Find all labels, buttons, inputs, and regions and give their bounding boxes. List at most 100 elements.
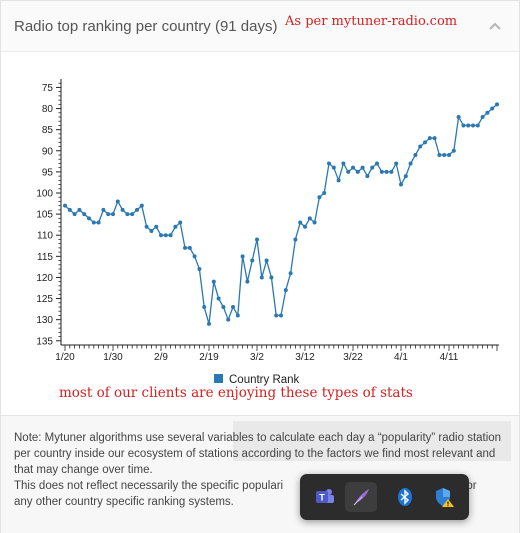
data-point <box>461 123 466 128</box>
data-point <box>375 161 379 166</box>
data-point <box>235 313 240 318</box>
data-point <box>149 229 154 233</box>
data-point <box>451 148 456 153</box>
data-point <box>135 207 139 212</box>
y-tick-label: 120 <box>36 273 53 284</box>
taskbar-flyout: T <box>300 474 469 520</box>
chart-annotation: most of our clients are enjoying these t… <box>59 385 413 401</box>
data-point <box>480 115 485 119</box>
data-point <box>322 191 327 195</box>
data-point <box>187 245 192 250</box>
data-point <box>221 305 226 309</box>
data-point <box>274 313 279 318</box>
data-point <box>259 275 264 280</box>
data-point <box>72 212 77 217</box>
feather-pen-icon[interactable] <box>345 482 377 512</box>
data-point <box>130 212 135 217</box>
x-tick-label: 2/19 <box>199 352 219 363</box>
data-point <box>389 169 394 174</box>
data-point <box>351 165 355 170</box>
data-point <box>423 140 427 145</box>
data-point <box>91 220 96 225</box>
data-point <box>226 317 231 322</box>
data-point <box>447 153 451 157</box>
data-point <box>144 224 149 229</box>
data-point <box>211 279 216 284</box>
data-point <box>317 195 322 200</box>
note-line-start: This does not reflect necessarily the sp… <box>14 480 284 492</box>
y-tick-label: 110 <box>37 231 53 242</box>
data-point <box>370 165 375 170</box>
data-point <box>475 123 480 128</box>
data-point <box>245 279 250 284</box>
data-point <box>139 203 144 208</box>
y-tick-label: 125 <box>36 294 53 305</box>
data-point <box>298 220 303 225</box>
data-point <box>437 153 442 157</box>
data-point <box>293 237 298 242</box>
x-tick-label: 1/20 <box>55 352 75 363</box>
data-point <box>240 254 245 259</box>
data-point <box>466 123 471 128</box>
data-point <box>327 161 331 166</box>
y-tick-label: 75 <box>42 83 54 94</box>
chart-area: 75 80 85 90 95 100 105 110 115 120 125 130 135 1/20 1/… <box>1 52 519 414</box>
y-tick-label: 95 <box>42 167 54 178</box>
data-point <box>384 169 389 174</box>
data-point <box>163 233 168 238</box>
teams-icon[interactable]: T <box>309 482 341 512</box>
data-point <box>115 199 120 204</box>
data-point <box>125 212 130 217</box>
bluetooth-icon[interactable] <box>389 482 421 512</box>
data-point <box>485 110 490 115</box>
svg-text:T: T <box>319 493 325 503</box>
data-point <box>216 296 221 301</box>
data-point <box>159 233 163 238</box>
y-tick-label: 135 <box>36 336 53 347</box>
data-point <box>67 207 72 212</box>
data-point <box>341 161 346 166</box>
card-header: Radio top ranking per country (91 days) … <box>1 1 519 52</box>
data-point <box>360 165 365 170</box>
data-point <box>106 212 111 217</box>
data-point <box>471 123 475 128</box>
security-warning-icon[interactable] <box>428 482 460 512</box>
y-tick-label: 115 <box>37 252 53 263</box>
data-point <box>456 115 461 119</box>
data-point <box>394 161 399 166</box>
data-point <box>331 165 336 170</box>
data-point <box>255 237 259 242</box>
chevron-up-icon[interactable] <box>488 21 502 31</box>
data-point <box>418 144 423 149</box>
x-tick-label: 2/9 <box>154 352 168 363</box>
data-point <box>101 207 106 212</box>
note-paragraph: Note: Mytuner algorithms use several var… <box>14 432 502 476</box>
data-point <box>231 305 235 309</box>
data-point <box>307 216 312 221</box>
data-point <box>202 305 207 309</box>
x-tick-label: 1/30 <box>103 352 123 363</box>
y-tick-label: 130 <box>36 315 53 326</box>
data-point <box>207 321 211 326</box>
data-point <box>346 169 351 174</box>
note-panel: Note: Mytuner algorithms use several var… <box>1 415 519 533</box>
data-point <box>264 258 269 263</box>
data-point <box>365 174 370 179</box>
data-point <box>173 224 178 229</box>
source-annotation: As per mytuner-radio.com <box>285 14 458 29</box>
text-highlight <box>233 421 511 461</box>
data-point <box>288 271 293 276</box>
data-point <box>432 136 437 141</box>
note-paragraph: any other country specific ranking syste… <box>14 496 234 508</box>
data-point <box>178 220 183 225</box>
data-point <box>355 169 360 174</box>
data-point <box>192 254 197 259</box>
y-tick-label: 100 <box>36 189 53 200</box>
data-point <box>279 313 283 318</box>
data-point <box>336 178 341 183</box>
data-point <box>168 233 173 238</box>
legend-swatch <box>214 374 223 383</box>
series-line-country-rank <box>64 103 498 325</box>
